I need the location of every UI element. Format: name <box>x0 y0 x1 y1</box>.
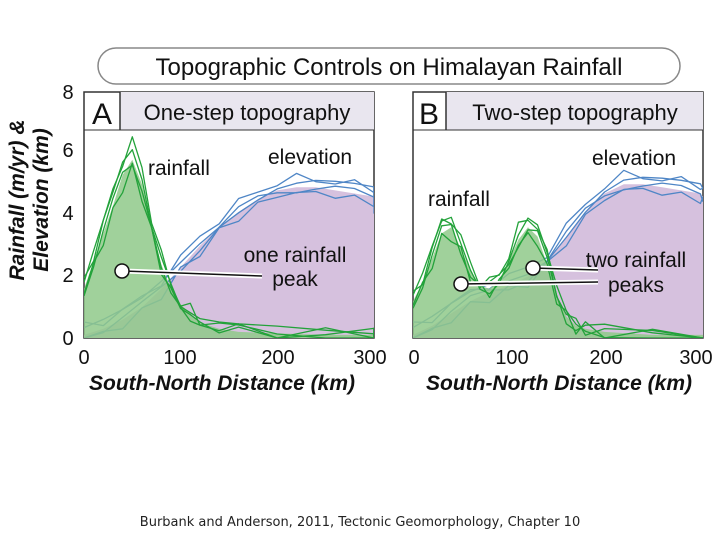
panel-b: B Two-step topography elevation rainfall… <box>412 91 704 339</box>
y-tick-6: 6 <box>62 140 73 162</box>
panel-a-peak-pointer <box>121 270 263 277</box>
panel-a-x-axis-label: South-North Distance (km) <box>89 372 355 395</box>
panel-b-x-axis-label: South-North Distance (km) <box>426 372 692 395</box>
y-tick-0: 0 <box>62 328 73 350</box>
panel-a-peak-marker <box>114 263 130 279</box>
panel-b-peak-pointer-2 <box>532 267 599 271</box>
panel-a-x-tick-100: 100 <box>163 347 196 369</box>
panel-a-x-tick-0: 0 <box>78 347 89 369</box>
y-tick-2: 2 <box>62 265 73 287</box>
y-tick-labels: 0 2 4 6 8 <box>62 82 73 350</box>
panel-a-peak-label-line1: one rainfall <box>244 244 347 267</box>
panel-a-x-tick-200: 200 <box>261 347 294 369</box>
y-axis-label: Rainfall (m/yr) & Elevation (km) <box>6 119 53 280</box>
y-axis-label-line2: Elevation (km) <box>30 128 53 272</box>
panel-b-rainfall-label: rainfall <box>428 188 490 211</box>
panel-a-x-ticks: 0 100 200 300 <box>78 347 386 369</box>
y-tick-8: 8 <box>62 82 73 104</box>
panel-b-x-tick-200: 200 <box>589 347 622 369</box>
panel-b-peak-label-line2: peaks <box>608 274 664 297</box>
y-tick-4: 4 <box>62 203 73 225</box>
panel-a-x-tick-300: 300 <box>353 347 386 369</box>
panel-b-header <box>446 92 703 130</box>
panel-b-x-tick-100: 100 <box>495 347 528 369</box>
panel-b-title: Two-step topography <box>472 100 677 125</box>
panel-a-rainfall-line-4 <box>84 136 374 338</box>
panel-b-rainfall-line-4 <box>413 218 703 338</box>
y-axis-label-line1: Rainfall (m/yr) & <box>6 119 29 280</box>
panel-b-x-tick-0: 0 <box>408 347 419 369</box>
panel-a-header <box>120 92 374 130</box>
title-frame <box>97 47 681 85</box>
panel-a-letter: A <box>92 98 112 131</box>
panel-b-x-ticks: 0 100 200 300 <box>408 347 712 369</box>
panel-a-rainfall-line-1 <box>84 162 374 338</box>
panel-b-peak-marker-2 <box>525 260 541 276</box>
panel-a-elevation-label: elevation <box>268 146 352 169</box>
panel-b-letter: B <box>419 98 439 131</box>
panel-b-elevation-label: elevation <box>592 147 676 170</box>
panel-b-x-tick-300: 300 <box>679 347 712 369</box>
panel-a-rainfall-label: rainfall <box>148 157 210 180</box>
panel-b-peak-pointer-1 <box>460 281 599 285</box>
figure-title: Topographic Controls on Himalayan Rainfa… <box>156 54 623 81</box>
panel-b-peak-marker-1 <box>453 276 469 292</box>
panel-b-peak-label-line1: two rainfall <box>586 249 686 272</box>
panel-a: A One-step topography rainfall elevation… <box>83 91 375 339</box>
citation-caption: Burbank and Anderson, 2011, Tectonic Geo… <box>139 515 581 530</box>
panel-a-rainfall-area <box>84 159 374 338</box>
panel-a-rainfall-line-3 <box>84 149 374 338</box>
panel-b-rainfall-area <box>413 227 703 338</box>
panel-a-peak-label-line2: peak <box>272 268 318 291</box>
panel-a-title: One-step topography <box>144 100 351 125</box>
